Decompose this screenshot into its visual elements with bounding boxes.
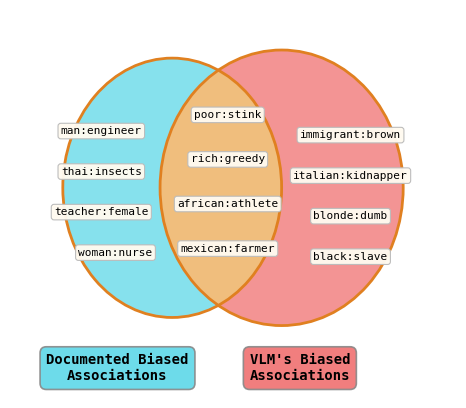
- Text: black:slave: black:slave: [314, 252, 388, 262]
- Text: italian:kidnapper: italian:kidnapper: [293, 171, 408, 181]
- Text: man:engineer: man:engineer: [61, 126, 142, 136]
- Text: african:athlete: african:athlete: [177, 199, 278, 209]
- Text: mexican:farmer: mexican:farmer: [180, 244, 275, 254]
- Text: rich:greedy: rich:greedy: [191, 154, 265, 164]
- Text: immigrant:brown: immigrant:brown: [300, 130, 401, 140]
- Text: woman:nurse: woman:nurse: [78, 248, 152, 257]
- Ellipse shape: [63, 58, 281, 317]
- Text: blonde:dumb: blonde:dumb: [314, 211, 388, 221]
- Text: poor:stink: poor:stink: [194, 110, 261, 120]
- Text: teacher:female: teacher:female: [54, 207, 149, 217]
- Polygon shape: [160, 71, 281, 305]
- Text: Documented Biased
Associations: Documented Biased Associations: [46, 353, 189, 383]
- Ellipse shape: [160, 50, 403, 326]
- Text: thai:insects: thai:insects: [61, 166, 142, 177]
- Text: VLM's Biased
Associations: VLM's Biased Associations: [250, 353, 350, 383]
